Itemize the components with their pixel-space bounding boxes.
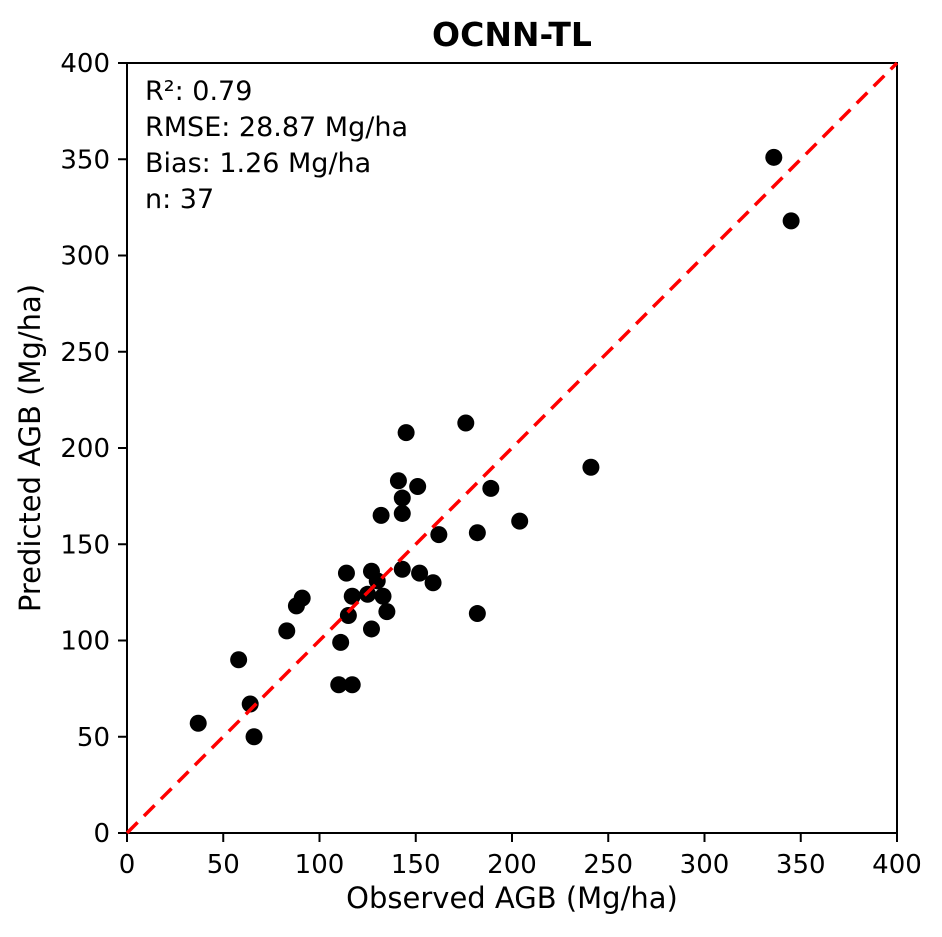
data-point (765, 148, 783, 166)
stat-rmse: RMSE: 28.87 Mg/ha (145, 112, 408, 143)
x-tick-label: 350 (776, 850, 826, 880)
data-point (582, 458, 600, 476)
data-point (389, 472, 407, 490)
scatter-points (189, 148, 800, 746)
data-point (278, 622, 296, 640)
y-tick-label: 250 (60, 338, 110, 368)
data-point (409, 478, 427, 495)
data-point (241, 695, 259, 713)
data-point (330, 676, 348, 694)
x-tick-label: 100 (295, 850, 345, 880)
data-point (397, 424, 415, 442)
data-point (457, 414, 475, 432)
data-point (482, 479, 500, 497)
data-point (393, 560, 411, 578)
data-point (430, 526, 448, 544)
y-tick-label: 400 (60, 49, 110, 79)
x-tick-label: 200 (487, 850, 537, 880)
data-point (468, 605, 486, 623)
stats-annotation: R²: 0.79 RMSE: 28.87 Mg/ha Bias: 1.26 Mg… (145, 76, 408, 215)
data-point (411, 564, 429, 582)
data-point (511, 512, 529, 530)
data-point (230, 651, 248, 669)
y-tick-label: 150 (60, 530, 110, 560)
x-tick-label: 250 (583, 850, 633, 880)
y-tick-label: 50 (77, 723, 110, 753)
x-tick-label: 0 (119, 850, 136, 880)
x-axis-label: Observed AGB (Mg/ha) (346, 881, 678, 915)
data-point (293, 589, 311, 607)
y-axis-label: Predicted AGB (Mg/ha) (13, 284, 47, 612)
data-point (374, 587, 392, 605)
data-point (782, 212, 800, 230)
data-point (189, 714, 207, 732)
data-point (245, 728, 263, 746)
x-tick-label: 50 (207, 850, 240, 880)
data-point (332, 633, 350, 651)
data-point (343, 676, 361, 694)
stat-n: n: 37 (145, 184, 214, 215)
x-tick-label: 150 (391, 850, 441, 880)
y-tick-label: 200 (60, 434, 110, 464)
data-point (372, 506, 390, 524)
identity-line (125, 61, 899, 835)
data-point (393, 489, 411, 507)
data-point (362, 620, 380, 638)
data-point (337, 564, 355, 582)
data-point (468, 524, 486, 542)
stat-r2: R²: 0.79 (145, 76, 252, 107)
stat-bias: Bias: 1.26 Mg/ha (145, 148, 371, 179)
data-point (339, 606, 357, 624)
chart-title: OCNN-TL (432, 15, 592, 54)
x-tick-label: 400 (872, 850, 922, 880)
y-tick-label: 0 (93, 819, 110, 849)
y-tick-label: 350 (60, 145, 110, 175)
data-point (424, 574, 442, 592)
y-tick-label: 100 (60, 627, 110, 657)
x-tick-label: 300 (680, 850, 730, 880)
axis-ticks: 0 50 100 150 200 250 300 350 400 0 50 100 150 200 250 3… (60, 49, 921, 880)
identity-line-group (125, 61, 899, 835)
data-point (393, 504, 411, 522)
data-point (378, 603, 396, 621)
data-point (343, 587, 361, 605)
y-tick-label: 300 (60, 242, 110, 272)
